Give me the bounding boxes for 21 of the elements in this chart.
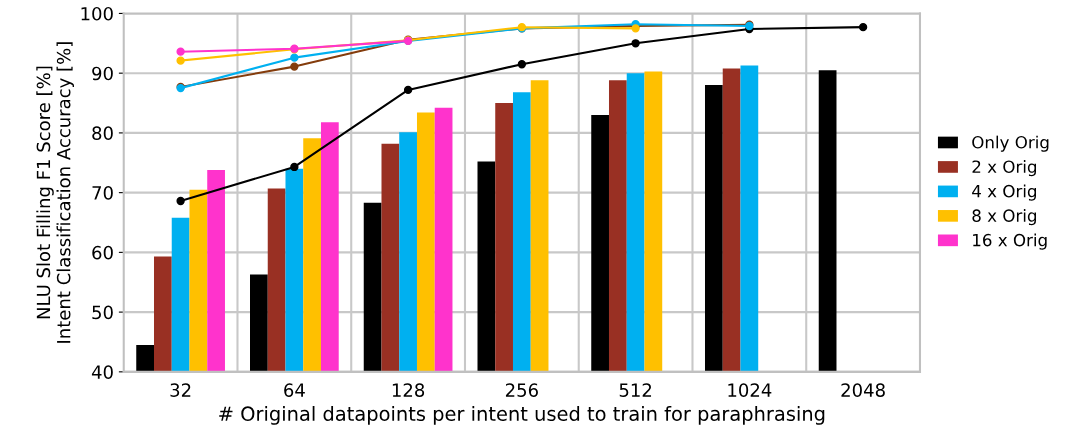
legend-label: 8 x Orig (972, 209, 1036, 226)
legend-label: 2 x Orig (972, 160, 1036, 177)
x-tick-label: 128 (392, 383, 425, 397)
y-axis-title: NLU Slot Filling F1 Score [%] Intent Classification Accuracy [%] (36, 42, 74, 343)
x-tick-label: 2048 (841, 383, 885, 397)
y-tick-label: 100 (81, 6, 113, 21)
y-tick-label: 80 (92, 126, 113, 141)
x-tick-label: 64 (284, 383, 305, 397)
y-tick-label: 70 (92, 186, 113, 200)
x-tick-label: 256 (505, 383, 538, 397)
x-tick-label: 1024 (728, 383, 772, 397)
y-tick-label: 60 (92, 245, 113, 260)
legend-label: Only Orig (972, 135, 1049, 152)
y-tick-label: 90 (92, 66, 113, 81)
x-axis-title: # Original datapoints per intent used to train for paraphrasing (219, 405, 825, 425)
legend-label: 16 x Orig (973, 233, 1047, 250)
y-tick-label: 50 (92, 305, 113, 320)
y-tick-label: 40 (91, 365, 113, 379)
x-tick-label: 512 (619, 383, 652, 397)
legend-label: 4 x Orig (972, 184, 1036, 201)
x-tick-label: 32 (170, 383, 191, 397)
